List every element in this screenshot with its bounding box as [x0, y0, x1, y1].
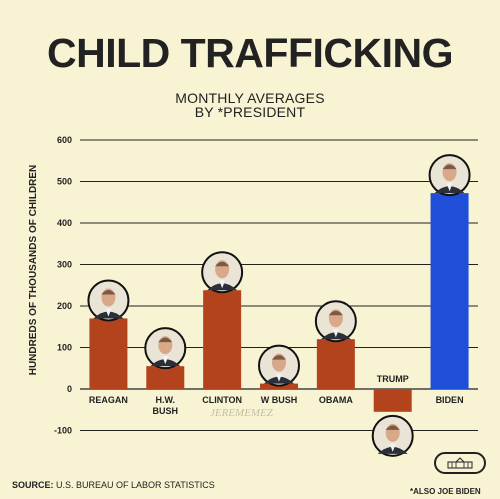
- chart-subtitle-line-1: MONTHLY AVERAGES: [175, 90, 325, 106]
- x-tick-label: BIDEN: [436, 395, 464, 405]
- president-portrait-icon: [428, 154, 471, 197]
- x-tick-label: CLINTON: [202, 395, 242, 405]
- y-tick-label: -100: [54, 426, 72, 436]
- president-portrait-icon: [371, 414, 414, 457]
- white-house-logo-icon: [434, 452, 486, 474]
- bar: [89, 318, 128, 389]
- bar: [430, 193, 469, 389]
- x-tick-label: OBAMA: [319, 395, 353, 405]
- source-note: SOURCE: U.S. BUREAU OF LABOR STATISTICS: [12, 480, 215, 490]
- president-portrait-icon: [201, 251, 244, 294]
- x-tick-label: TRUMP: [377, 374, 409, 384]
- president-portrait-icon: [314, 300, 357, 343]
- y-tick-label: 400: [57, 218, 72, 228]
- president-portrait-icon: [87, 279, 130, 322]
- x-tick-label: REAGAN: [89, 395, 128, 405]
- bar: [316, 339, 355, 389]
- y-tick-label: 100: [57, 343, 72, 353]
- x-tick-label: BUSH: [153, 406, 179, 416]
- bar: [203, 290, 242, 389]
- y-tick-label: 300: [57, 260, 72, 270]
- y-tick-label: 600: [57, 135, 72, 145]
- y-tick-label: 0: [67, 384, 72, 394]
- bar: [146, 366, 185, 389]
- footnote: *ALSO JOE BIDEN: [410, 487, 481, 496]
- x-tick-label: W BUSH: [261, 395, 298, 405]
- watermark: JEREMEMEZ: [210, 407, 274, 419]
- x-tick-label: H.W.: [156, 395, 176, 405]
- source-label: SOURCE:: [12, 480, 54, 490]
- source-text: U.S. BUREAU OF LABOR STATISTICS: [56, 480, 215, 490]
- y-tick-label: 200: [57, 301, 72, 311]
- chart-subtitle-line-2: BY *PRESIDENT: [194, 104, 306, 120]
- bar: [373, 389, 412, 412]
- y-tick-label: 500: [57, 177, 72, 187]
- y-axis-label: HUNDREDS OF THOUSANDS OF CHILDREN: [28, 165, 39, 376]
- chart-title: CHILD TRAFFICKING: [46, 30, 454, 76]
- president-portrait-icon: [144, 327, 187, 370]
- president-portrait-icon: [258, 344, 300, 387]
